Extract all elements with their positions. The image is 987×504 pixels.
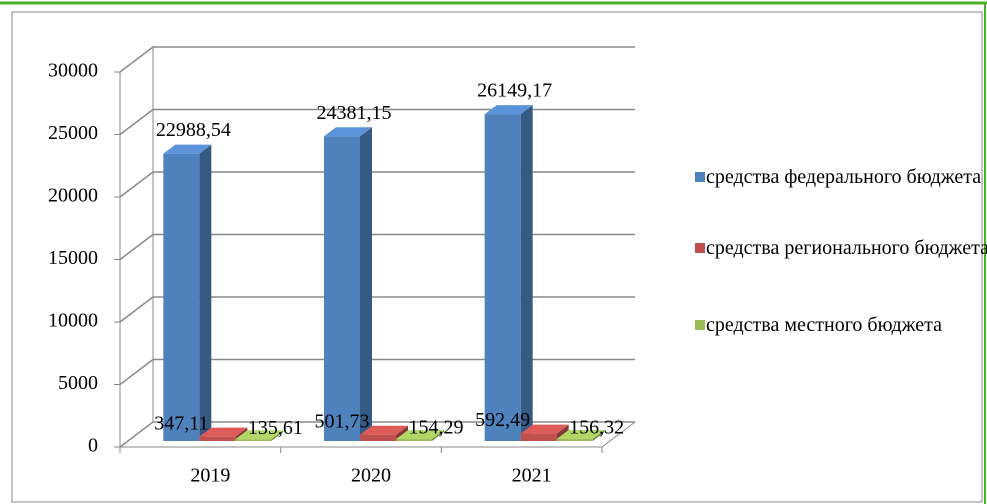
bar-top bbox=[163, 144, 212, 154]
bar-top bbox=[235, 430, 284, 440]
bar-side bbox=[520, 105, 533, 441]
bar-top bbox=[396, 430, 444, 440]
y-tick-label: 20000 bbox=[48, 185, 98, 207]
bar bbox=[360, 434, 396, 441]
bar bbox=[556, 439, 593, 441]
bar bbox=[235, 439, 272, 441]
bar-side bbox=[199, 144, 212, 441]
x-tick-label: 2020 bbox=[351, 465, 391, 487]
legend-item: средства федерального бюджета bbox=[695, 162, 987, 192]
grid-line bbox=[119, 233, 635, 261]
data-label: 156,32 bbox=[569, 417, 624, 439]
chart-frame bbox=[11, 11, 983, 503]
y-tick-label: 5000 bbox=[58, 372, 98, 394]
grid-line bbox=[119, 358, 635, 386]
y-tick-label: 0 bbox=[88, 435, 98, 457]
legend-label: средства федерального бюджета bbox=[706, 166, 982, 188]
bar bbox=[520, 433, 557, 441]
bar bbox=[163, 153, 200, 441]
data-label: 501,73 bbox=[315, 410, 370, 432]
legend-swatch bbox=[695, 243, 705, 253]
grid-line bbox=[119, 421, 635, 448]
bar bbox=[324, 136, 360, 441]
grid-line bbox=[119, 46, 635, 73]
y-tick-label: 10000 bbox=[48, 310, 98, 332]
bar-side bbox=[271, 430, 284, 441]
bar-side bbox=[360, 127, 372, 441]
y-tick-label: 25000 bbox=[48, 122, 98, 144]
legend-swatch bbox=[695, 320, 705, 330]
bar bbox=[396, 439, 432, 441]
y-tick-label: 30000 bbox=[48, 60, 98, 82]
bar bbox=[484, 114, 521, 441]
legend-item: средства местного бюджета bbox=[695, 310, 987, 340]
legend-item: средства регионального бюджета bbox=[695, 233, 987, 263]
legend-swatch bbox=[695, 172, 705, 182]
bar-top bbox=[520, 424, 569, 434]
data-label: 592,49 bbox=[475, 409, 530, 431]
grid-line bbox=[119, 296, 635, 323]
data-label: 22988,54 bbox=[156, 119, 231, 141]
x-tick-label: 2019 bbox=[190, 465, 230, 487]
bar-top bbox=[199, 427, 248, 437]
data-label: 347,11 bbox=[154, 412, 208, 434]
grid-line bbox=[119, 108, 635, 136]
data-label: 26149,17 bbox=[477, 80, 552, 102]
bar-top bbox=[484, 105, 533, 115]
bar-side bbox=[432, 430, 444, 441]
bar bbox=[199, 436, 236, 441]
data-label: 24381,15 bbox=[317, 102, 392, 124]
bar-top bbox=[360, 425, 408, 435]
legend-label: средства регионального бюджета bbox=[706, 237, 987, 259]
bar-top bbox=[556, 430, 605, 440]
bar-top bbox=[324, 127, 372, 137]
bar-side bbox=[592, 430, 605, 441]
data-label: 135,61 bbox=[248, 417, 303, 439]
x-tick-label: 2021 bbox=[512, 465, 552, 487]
data-label: 154,29 bbox=[409, 417, 464, 439]
y-tick-label: 15000 bbox=[48, 247, 98, 269]
legend-label: средства местного бюджета bbox=[706, 314, 942, 336]
grid-line bbox=[119, 171, 635, 198]
